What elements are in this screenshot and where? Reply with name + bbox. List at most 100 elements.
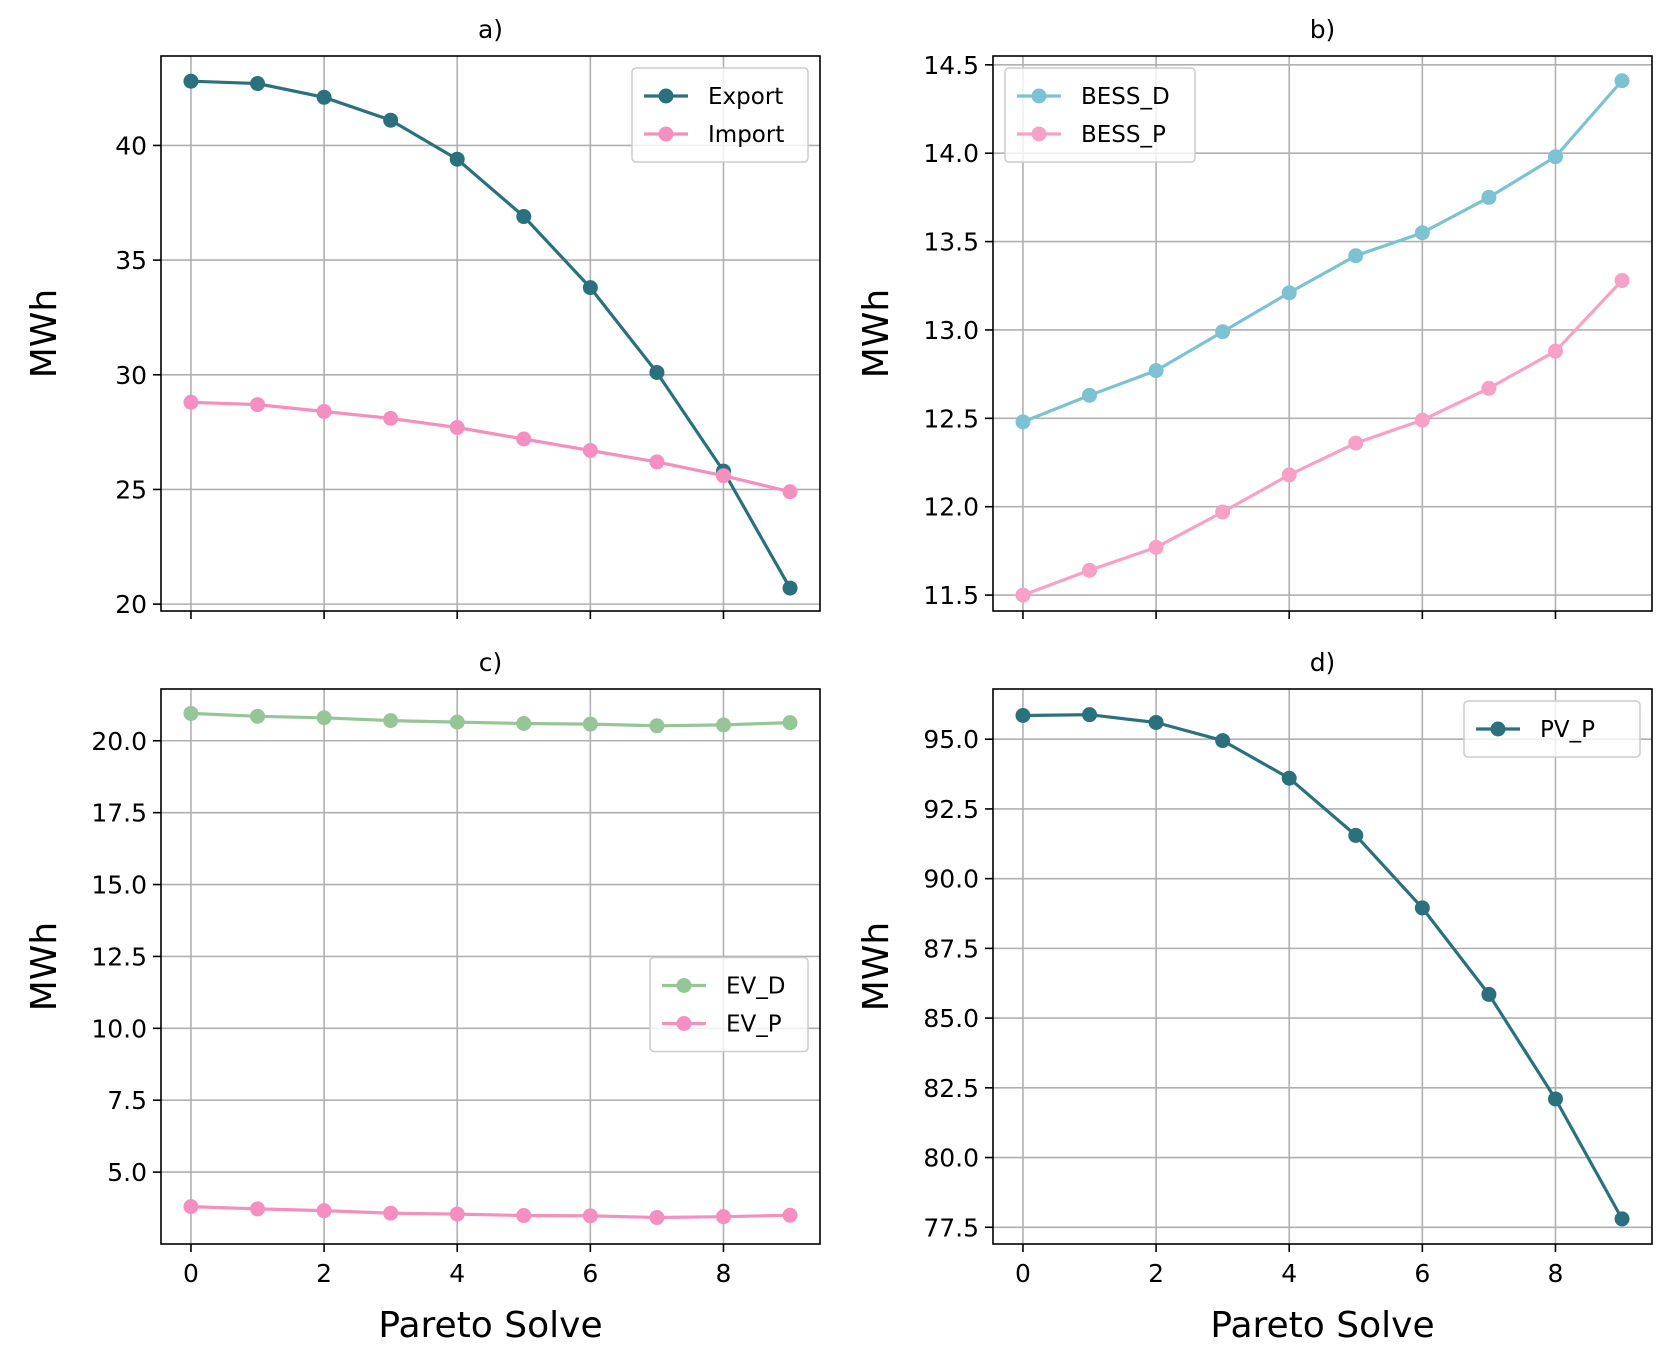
- panel-title: b): [1310, 15, 1336, 44]
- data-point: [1614, 1211, 1630, 1227]
- data-point: [582, 716, 598, 732]
- data-point: [649, 454, 665, 470]
- panel-title: c): [479, 648, 503, 677]
- grid: [161, 689, 820, 1244]
- y-tick-label: 77.5: [923, 1213, 979, 1242]
- data-point: [582, 442, 598, 458]
- series-line: [190, 400, 791, 494]
- y-tick-label: 20: [115, 590, 147, 619]
- legend-swatch-marker: [676, 978, 692, 993]
- plot-frame: [992, 55, 1653, 612]
- data-point: [1215, 733, 1231, 749]
- legend-label: PV_P: [1540, 717, 1595, 743]
- data-point: [1481, 189, 1497, 205]
- data-point: [1547, 343, 1563, 359]
- x-tick-label: 2: [316, 1259, 332, 1288]
- data-point: [1414, 900, 1430, 916]
- data-point: [250, 76, 266, 92]
- legend-swatch-marker: [1031, 88, 1047, 104]
- y-tick-label: 80.0: [923, 1144, 979, 1173]
- data-point: [782, 1207, 798, 1223]
- data-point: [183, 1199, 199, 1215]
- data-point: [1481, 986, 1497, 1002]
- data-point: [1414, 412, 1430, 428]
- data-point: [782, 484, 798, 500]
- data-point: [782, 715, 798, 731]
- data-point: [183, 73, 199, 89]
- data-point: [1015, 587, 1031, 603]
- y-tick-label: 12.5: [91, 942, 147, 971]
- data-point: [1547, 149, 1563, 165]
- data-point: [1082, 387, 1098, 403]
- y-tick-label: 92.5: [923, 795, 979, 824]
- data-point: [316, 403, 332, 419]
- series-line: [1022, 79, 1624, 424]
- series-bess-p: [1015, 272, 1630, 603]
- data-point: [383, 1205, 399, 1221]
- legend-label: BESS_P: [1081, 122, 1166, 148]
- plot-frame: [160, 688, 821, 1245]
- series-line: [1022, 279, 1624, 597]
- y-tick-label: 13.5: [923, 228, 979, 257]
- legend-swatch-marker: [1490, 721, 1506, 737]
- data-point: [1215, 504, 1231, 520]
- data-point: [1281, 467, 1297, 483]
- data-point: [516, 716, 532, 732]
- data-point: [383, 410, 399, 426]
- series-line: [190, 1205, 791, 1220]
- series-bess-d: [1015, 73, 1630, 430]
- data-point: [1148, 363, 1164, 379]
- x-tick-label: 4: [449, 1259, 465, 1288]
- y-tick-label: 17.5: [91, 799, 147, 828]
- data-point: [1281, 770, 1297, 786]
- data-point: [715, 468, 731, 484]
- data-point: [250, 1201, 266, 1217]
- data-point: [649, 1210, 665, 1226]
- x-axis-label: Pareto Solve: [378, 1305, 602, 1346]
- y-tick-label: 14.5: [923, 51, 979, 80]
- y-tick-label: 15.0: [91, 871, 147, 900]
- legend-swatch-marker: [1031, 126, 1047, 142]
- data-point: [383, 713, 399, 729]
- data-point: [383, 112, 399, 128]
- x-axis-label: Pareto Solve: [1210, 1305, 1434, 1346]
- data-point: [250, 397, 266, 413]
- series-line: [190, 79, 792, 589]
- data-point: [449, 1206, 465, 1222]
- data-point: [582, 280, 598, 296]
- data-point: [715, 717, 731, 733]
- x-tick-label: 6: [1414, 1259, 1430, 1288]
- data-point: [1348, 435, 1364, 451]
- y-tick-label: 25: [115, 475, 147, 504]
- data-point: [782, 580, 798, 596]
- data-point: [516, 431, 532, 447]
- y-tick-label: 12.5: [923, 404, 979, 433]
- data-point: [449, 151, 465, 167]
- y-tick-label: 20.0: [91, 727, 147, 756]
- legend-label: BESS_D: [1081, 84, 1170, 110]
- legend-label: Export: [708, 84, 783, 110]
- data-point: [516, 209, 532, 225]
- panel-c: 0 2 4 6 8 5.0 7.5 10.0 12.5 15.0 17.5 20.0 c) MWh Pare…: [24, 648, 821, 1346]
- y-axis-label: MWh: [24, 289, 65, 378]
- data-point: [715, 1209, 731, 1225]
- y-tick-label: 40: [115, 131, 147, 160]
- x-tick-label: 0: [183, 1259, 199, 1288]
- x-tick-label: 0: [1015, 1259, 1031, 1288]
- data-point: [649, 718, 665, 734]
- data-point: [449, 714, 465, 730]
- data-point: [449, 420, 465, 436]
- data-point: [1614, 73, 1630, 89]
- plot-frame: [992, 688, 1653, 1245]
- data-point: [1348, 827, 1364, 843]
- y-axis-label: MWh: [856, 922, 897, 1011]
- x-tick-label: 2: [1148, 1259, 1164, 1288]
- panel-d: 0 2 4 6 8 77.5 80.0 82.5 85.0 87.5 90.0 92.5 95.0 d) M…: [856, 648, 1653, 1346]
- legend: BESS_D BESS_P: [1004, 67, 1196, 163]
- y-tick-label: 30: [115, 361, 147, 390]
- x-tick-label: 8: [716, 1259, 732, 1288]
- panel-a: 20 25 30 35 40 a) MWh Export Import: [24, 15, 821, 619]
- y-tick-label: 14.0: [923, 139, 979, 168]
- data-point: [183, 394, 199, 410]
